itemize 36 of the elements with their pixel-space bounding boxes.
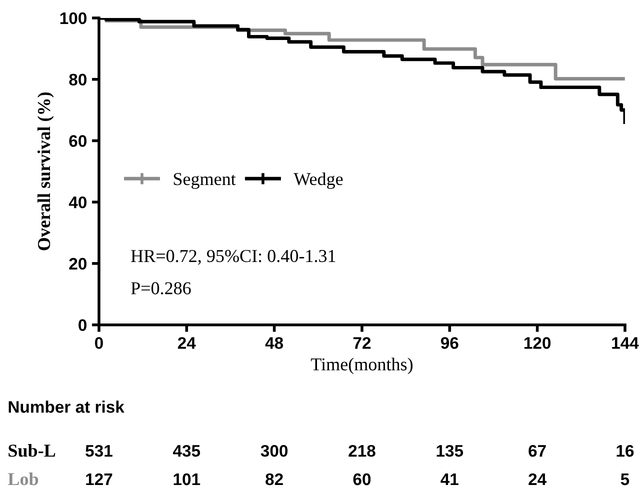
annotation: P=0.286 [131,282,191,294]
text: Lob [8,472,38,486]
text: 435 [172,444,200,457]
annotation: HR=0.72, 95%CI: 0.40-1.31 [131,250,336,265]
y-axis-title: Overall survival (%) [37,92,54,250]
text: 41 [440,474,458,486]
text: 24 [528,473,546,486]
x-tick-label: 96 [440,337,458,349]
text: 531 [86,444,112,457]
x-tick-label: 0 [94,337,103,349]
text: 16 [616,444,634,457]
text: Number at risk [8,400,124,413]
x-tick-label: 24 [178,337,196,349]
y-tick-label: 80 [69,74,86,86]
text: 5 [620,474,630,486]
text: 67 [528,444,546,457]
y-tick-label: 0 [78,319,86,332]
legend-label: Segment [174,173,236,189]
legend-label: Wedge [294,172,343,189]
text: Sub-L [8,444,56,457]
x-tick-label: 72 [353,337,371,349]
text: 82 [266,473,283,486]
x-tick-label: 144 [612,337,639,349]
text: 300 [260,444,288,457]
text: 101 [174,473,200,486]
x-tick-label: 120 [524,337,551,349]
x-tick-label: 48 [265,337,284,349]
y-tick-label: 40 [68,196,86,208]
text: 60 [353,473,371,486]
y-tick-label: 100 [60,12,86,24]
y-tick-label: 60 [69,135,86,147]
text: 127 [86,473,112,486]
text: 218 [348,444,376,457]
text: 135 [436,444,464,457]
y-tick-label: 20 [69,258,86,270]
x-axis-title: Time(months) [310,358,413,374]
